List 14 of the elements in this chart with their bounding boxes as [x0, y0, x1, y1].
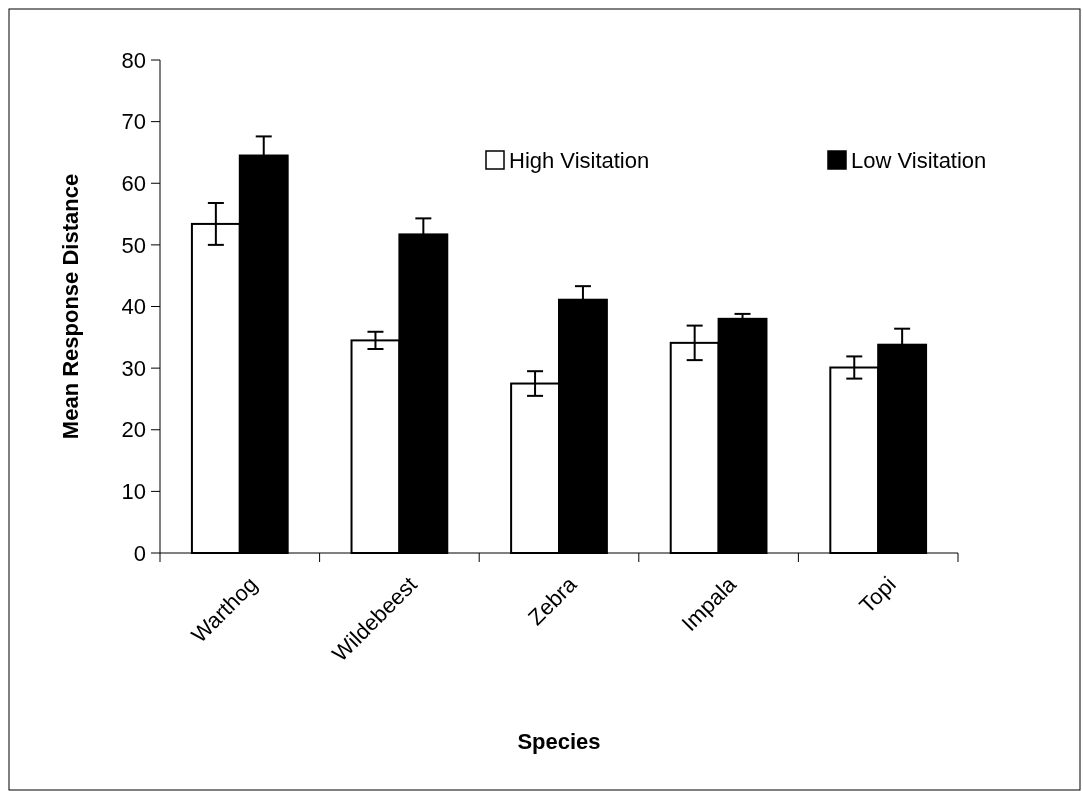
legend-label: High Visitation	[509, 147, 650, 173]
y-tick-label: 70	[121, 109, 146, 135]
y-tick-label: 20	[121, 417, 146, 443]
y-tick-label: 0	[133, 540, 146, 566]
y-tick-label: 10	[121, 479, 146, 505]
y-tick-label: 30	[121, 355, 146, 381]
y-axis-title: Mean Response Distance	[58, 173, 83, 440]
x-tick-label: Topi	[854, 571, 901, 618]
y-tick-label: 60	[121, 170, 146, 196]
x-axis-title: Species	[517, 729, 601, 754]
legend-label: Low Visitation	[851, 147, 987, 173]
y-tick-label: 40	[121, 294, 146, 320]
y-tick-label: 80	[121, 47, 146, 73]
y-tick-label: 50	[121, 232, 146, 258]
